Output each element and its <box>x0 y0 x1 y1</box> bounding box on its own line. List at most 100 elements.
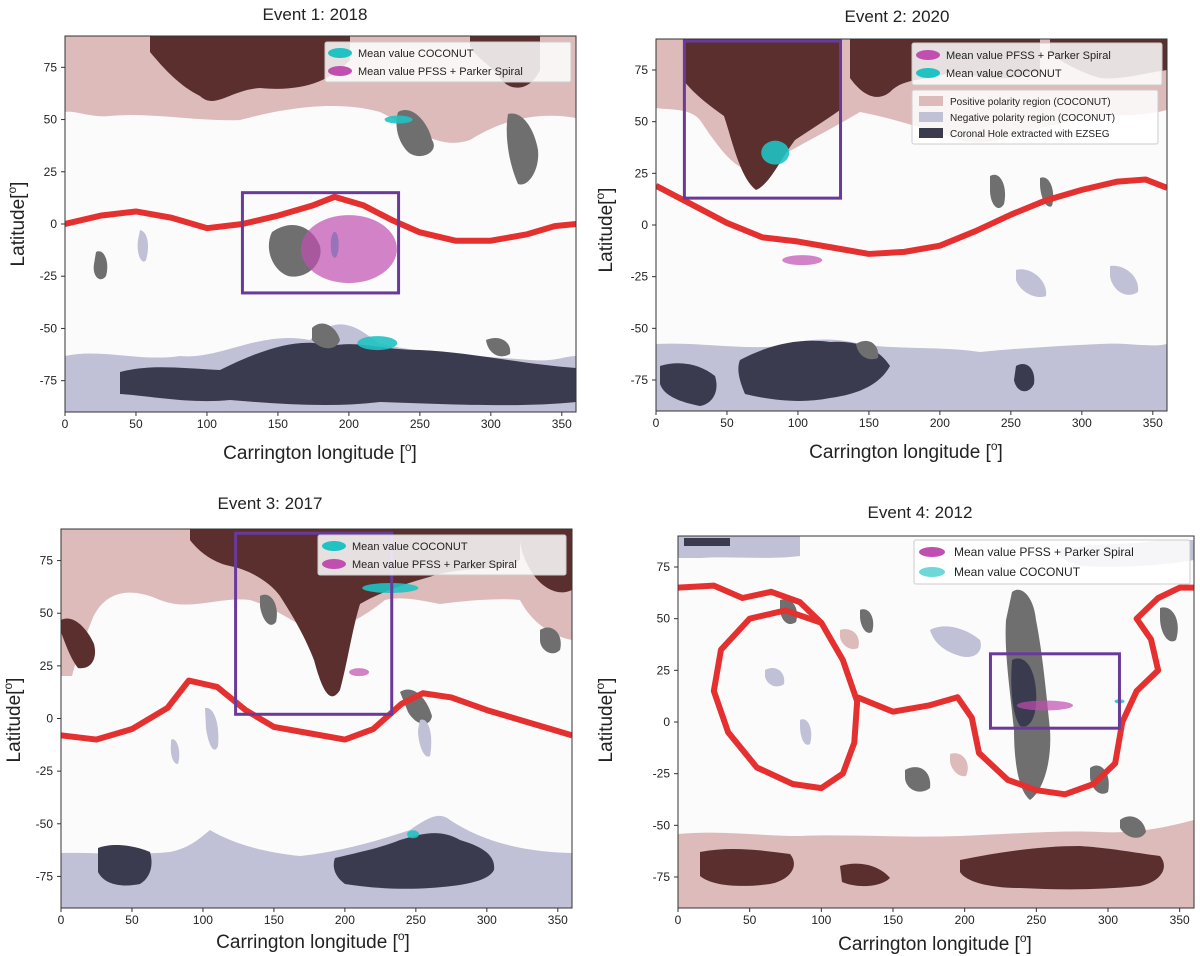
panel-title: Event 3: 2017 <box>218 494 323 513</box>
x-tick-label: 300 <box>481 417 501 431</box>
x-tick-label: 150 <box>264 913 284 927</box>
pfss-mean-marker <box>349 668 370 677</box>
panel-title: Event 2: 2020 <box>845 7 950 26</box>
x-axis-label: Carrington longitude [o] <box>223 440 417 464</box>
y-tick-label: -50 <box>40 321 58 335</box>
x-tick-labels: 0 50 100 150 200 250 300 350 <box>58 908 568 927</box>
y-tick-label: 50 <box>44 113 58 127</box>
negative-polarity-patch <box>170 739 180 764</box>
panel-event-3: Event 3: 2017 Mean value COCONUT M <box>1 494 573 953</box>
legend-label: Mean value COCONUT <box>946 68 1062 80</box>
gray-patch <box>540 627 561 654</box>
coronal-hole-south-2 <box>333 833 495 889</box>
y-tick-label: -50 <box>36 817 54 831</box>
negative-polarity-patch <box>930 626 981 658</box>
legend-swatch-coconut <box>916 68 940 78</box>
legend-swatch-coconut <box>328 48 352 58</box>
coconut-mean-marker <box>384 115 413 124</box>
negative-polarity-patch <box>205 707 219 750</box>
coconut-mean-marker <box>357 336 398 351</box>
map-background <box>65 36 576 412</box>
x-tick-label: 250 <box>406 913 426 927</box>
neutral-line <box>65 193 576 244</box>
y-tick-label: -50 <box>653 818 671 832</box>
panel-event-1: Event 1: 2018 Mean value COCONUT Mean va… <box>5 5 577 464</box>
y-axis-label: Latitude[o] <box>5 182 29 267</box>
y-tick-label: 50 <box>40 606 54 620</box>
x-tick-label: 300 <box>477 913 497 927</box>
y-tick-label: 75 <box>635 63 649 77</box>
mean-value-points <box>761 140 823 266</box>
legend-label: Mean value PFSS + Parker Spiral <box>352 559 517 571</box>
panel-title: Event 1: 2018 <box>263 5 368 24</box>
gray-patch <box>1160 607 1178 642</box>
legend-label: Mean value COCONUT <box>352 541 468 553</box>
y-tick-label: 0 <box>50 217 57 231</box>
coronal-hole-south-2 <box>738 340 890 401</box>
coronal-hole-south-2 <box>840 863 890 887</box>
y-tick-label: 50 <box>657 612 671 626</box>
x-tick-label: 200 <box>335 913 355 927</box>
positive-polarity-patch <box>950 753 968 777</box>
x-tick-label: 300 <box>1072 416 1092 430</box>
y-tick-label: -25 <box>40 269 58 283</box>
legend-label: Mean value COCONUT <box>954 565 1081 579</box>
y-axis-label: Latitude[o] <box>593 678 617 763</box>
x-tick-labels: 0 50 100 150 200 250 300 350 <box>675 908 1190 927</box>
coronal-hole-north <box>684 538 730 546</box>
x-tick-label: 150 <box>268 417 288 431</box>
y-tick-labels: 75 50 25 0 -25 -50 -75 <box>631 63 656 387</box>
panel-event-2: Event 2: 2020 Mean value PFSS + Parker S… <box>593 7 1168 463</box>
x-tick-label: 250 <box>410 417 430 431</box>
coronal-hole-north <box>150 36 350 101</box>
y-tick-label: 75 <box>40 554 54 568</box>
x-tick-label: 350 <box>548 913 568 927</box>
coronal-hole-south <box>120 342 576 406</box>
x-tick-label: 100 <box>193 913 213 927</box>
pfss-mean-marker <box>1016 700 1073 711</box>
gray-patch <box>1120 816 1146 838</box>
y-tick-label: -75 <box>36 869 54 883</box>
legend-label: Mean value COCONUT <box>358 48 474 60</box>
y-tick-label: 25 <box>657 663 671 677</box>
x-axis-label: Carrington longitude [o] <box>216 929 410 953</box>
y-tick-label: 0 <box>641 218 648 232</box>
legend: Mean value COCONUT Mean value PFSS + Par… <box>317 534 567 576</box>
coconut-mean-marker <box>407 830 420 839</box>
coronal-hole-south-3 <box>1014 364 1035 392</box>
y-tick-label: -75 <box>631 373 649 387</box>
x-axis-label: Carrington longitude [o] <box>809 439 1003 463</box>
x-tick-labels: 0 50 100 150 200 250 300 350 <box>653 411 1163 430</box>
gray-patch <box>312 323 340 349</box>
x-tick-label: 250 <box>1001 416 1021 430</box>
y-axis-label: Latitude[o] <box>593 188 617 273</box>
legend-swatch-pfss <box>322 559 346 569</box>
region-legend: Positive polarity region (COCONUT) Negat… <box>911 89 1159 145</box>
highlight-box <box>682 39 843 200</box>
neutral-line <box>856 584 1194 798</box>
legend-label: Mean value PFSS + Parker Spiral <box>946 50 1111 62</box>
gray-patch <box>856 340 879 360</box>
x-tick-label: 100 <box>197 417 217 431</box>
x-tick-label: 350 <box>1170 913 1190 927</box>
negative-polarity-patch <box>1016 269 1047 298</box>
y-axis-label: Latitude[o] <box>1 678 25 763</box>
mean-value-points <box>1016 699 1125 711</box>
negative-polarity-patch <box>1110 265 1139 295</box>
x-tick-label: 50 <box>743 913 757 927</box>
x-tick-label: 200 <box>339 417 359 431</box>
panel-event-4: Event 4: 2012 <box>593 503 1195 955</box>
coronal-hole-north-2 <box>61 618 96 669</box>
legend-label: Positive polarity region (COCONUT) <box>950 97 1111 108</box>
coronal-hole-south <box>660 363 717 406</box>
gray-patch <box>260 594 277 625</box>
x-tick-labels: 0 50 100 150 200 250 300 350 <box>62 412 572 431</box>
legend: Mean value PFSS + Parker Spiral Mean val… <box>913 539 1191 585</box>
coronal-hole-north <box>683 39 840 190</box>
x-tick-label: 250 <box>1026 913 1046 927</box>
neutral-line <box>656 176 1167 257</box>
coconut-mean-marker <box>761 140 790 165</box>
x-tick-label: 50 <box>129 417 143 431</box>
x-tick-label: 50 <box>125 913 139 927</box>
